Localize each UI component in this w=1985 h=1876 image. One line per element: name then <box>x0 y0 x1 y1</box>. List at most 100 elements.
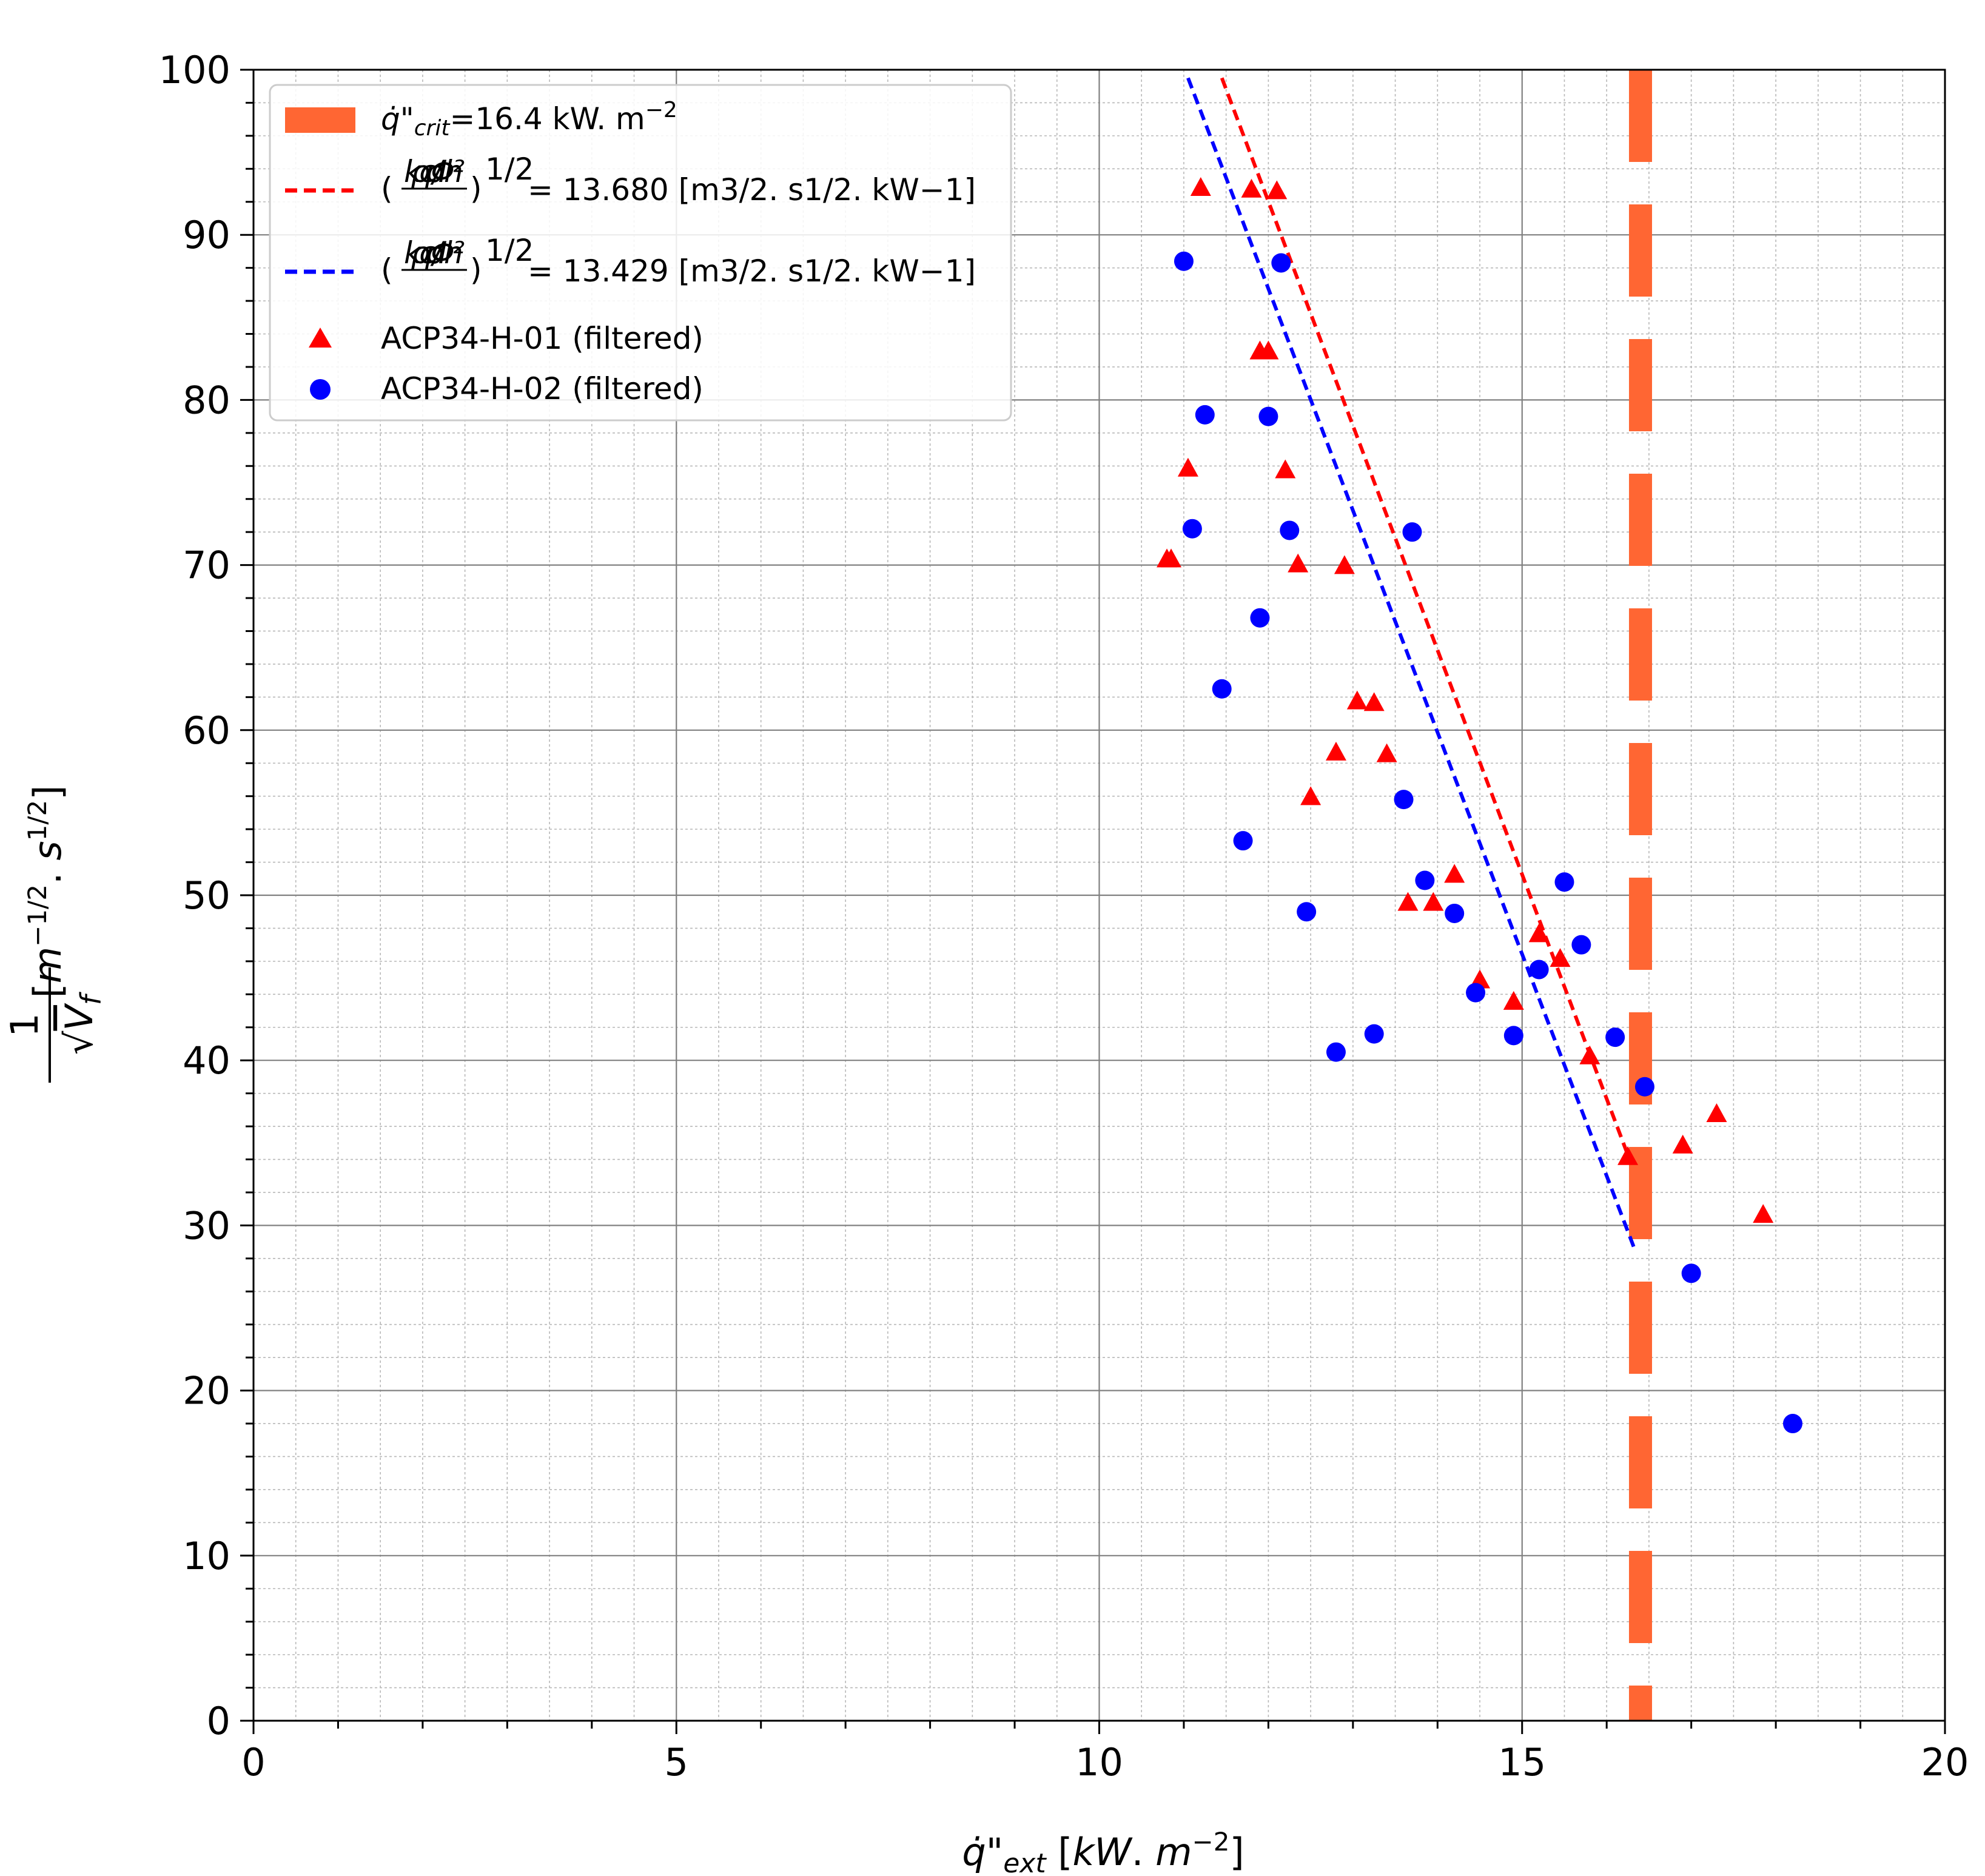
data-point-triangle <box>1503 990 1524 1010</box>
data-point-triangle <box>1672 1134 1693 1154</box>
svg-text:kρcp / Φh²: kρcp / Φh² <box>404 235 465 271</box>
data-point-circle <box>1250 608 1270 628</box>
y-tick-label: 80 <box>183 378 230 422</box>
data-point-circle <box>1271 253 1291 273</box>
fit-lines <box>1186 77 1636 1248</box>
x-tick-label: 20 <box>1921 1740 1969 1784</box>
data-point-circle <box>1503 1026 1523 1046</box>
data-point-triangle <box>1177 457 1198 477</box>
data-point-triangle <box>1334 555 1355 574</box>
data-point-triangle <box>1397 892 1419 911</box>
data-point-circle <box>1394 790 1414 810</box>
data-point-triangle <box>1161 548 1182 568</box>
x-tick-label: 15 <box>1498 1740 1546 1784</box>
data-point-circle <box>1402 522 1422 542</box>
data-point-triangle <box>1363 692 1385 711</box>
data-point-circle <box>1195 405 1215 425</box>
legend-item-acp34-h-01: ACP34-H-01 (filtered) <box>309 321 704 356</box>
data-point-circle <box>1280 520 1300 540</box>
fit-line <box>1220 77 1631 1160</box>
legend-item-fit-blue: ( kρcp / Φh² ) 1/2 = 13.429 [m3/2. s1/2.… <box>285 233 976 289</box>
data-point-triangle <box>1423 892 1444 911</box>
data-point-triangle <box>1288 553 1309 573</box>
svg-text:): ) <box>470 252 482 287</box>
data-point-triangle <box>1258 340 1279 360</box>
fit-line <box>1186 77 1636 1248</box>
data-point-circle <box>1182 519 1202 539</box>
data-point-circle <box>1681 1263 1701 1283</box>
svg-text:): ) <box>470 171 482 206</box>
y-tick-label: 60 <box>183 708 230 753</box>
data-point-circle <box>1258 406 1278 426</box>
x-tick-label: 5 <box>665 1740 688 1784</box>
svg-text:ACP34-H-02 (filtered): ACP34-H-02 (filtered) <box>381 371 704 406</box>
y-tick-label: 0 <box>207 1699 230 1743</box>
y-tick-label: 30 <box>183 1203 230 1248</box>
x-axis-label: q̇"ext [kW. m−2] <box>962 1827 1244 1876</box>
data-point-circle <box>1554 872 1574 892</box>
legend: q̇"crit=16.4 kW. m−2 ( kρcp / Φh² ) 1/2 … <box>269 84 1012 422</box>
y-axis-label-fraction: 1 √Vf <box>2 967 107 1083</box>
y-tick-label: 20 <box>183 1369 230 1413</box>
y-tick-label: 100 <box>159 48 230 92</box>
data-point-triangle <box>1325 741 1346 761</box>
legend-circle-marker <box>310 379 331 400</box>
svg-text:q̇"crit=16.4 kW. m−2: q̇"crit=16.4 kW. m−2 <box>381 98 677 141</box>
y-tick-label: 50 <box>183 873 230 918</box>
data-point-triangle <box>1617 1146 1639 1165</box>
svg-text:(: ( <box>381 252 393 287</box>
y-axis-label: [m−1/2. s1/2] <box>22 785 70 998</box>
data-point-circle <box>1605 1027 1625 1047</box>
y-tick-label: 90 <box>183 213 230 257</box>
legend-item-acp34-h-02: ACP34-H-02 (filtered) <box>310 371 704 406</box>
svg-text:ACP34-H-01 (filtered): ACP34-H-01 (filtered) <box>381 321 704 356</box>
data-point-triangle <box>1528 923 1550 943</box>
legend-triangle-marker <box>309 328 332 348</box>
data-point-triangle <box>1706 1103 1727 1123</box>
data-point-circle <box>1529 960 1549 980</box>
svg-text:1: 1 <box>2 1013 47 1037</box>
legend-item-crit: q̇"crit=16.4 kW. m−2 <box>285 98 677 141</box>
data-point-triangle <box>1241 178 1262 198</box>
data-point-circle <box>1571 935 1591 955</box>
x-tick-label: 10 <box>1075 1740 1123 1784</box>
data-point-circle <box>1466 983 1486 1003</box>
y-tick-label: 70 <box>183 543 230 588</box>
svg-text:= 13.429 [m3/2. s1/2. kW−1]: = 13.429 [m3/2. s1/2. kW−1] <box>528 254 976 289</box>
data-point-triangle <box>1190 177 1211 196</box>
data-point-circle <box>1634 1077 1654 1097</box>
data-point-circle <box>1233 831 1253 851</box>
y-tick-label: 10 <box>183 1534 230 1578</box>
data-point-circle <box>1364 1024 1384 1044</box>
legend-crit-swatch <box>285 107 355 133</box>
svg-text:√Vf: √Vf <box>57 992 107 1055</box>
data-point-triangle <box>1579 1045 1600 1064</box>
svg-text:1/2: 1/2 <box>485 152 534 187</box>
data-point-triangle <box>1266 180 1288 200</box>
data-point-circle <box>1174 251 1194 271</box>
svg-text:= 13.680 [m3/2. s1/2. kW−1]: = 13.680 [m3/2. s1/2. kW−1] <box>528 172 976 207</box>
data-point-triangle <box>1444 864 1465 883</box>
data-point-circle <box>1415 870 1435 890</box>
data-point-triangle <box>1300 786 1322 805</box>
data-point-circle <box>1326 1042 1346 1062</box>
svg-text:1/2: 1/2 <box>485 233 534 268</box>
data-points <box>1157 177 1802 1434</box>
data-point-triangle <box>1753 1204 1774 1223</box>
y-tick-label: 40 <box>183 1038 230 1083</box>
x-tick-label: 0 <box>241 1740 265 1784</box>
data-point-circle <box>1445 903 1465 923</box>
svg-text:(: ( <box>381 171 393 206</box>
data-point-triangle <box>1550 948 1571 967</box>
svg-text:[m−1/2. s1/2]: [m−1/2. s1/2] <box>22 785 70 998</box>
data-point-triangle <box>1376 743 1397 762</box>
legend-box <box>269 84 1012 422</box>
data-point-circle <box>1782 1414 1802 1434</box>
data-point-triangle <box>1275 459 1296 479</box>
data-point-triangle <box>1346 690 1368 710</box>
svg-text:kρcp / Φh²: kρcp / Φh² <box>404 154 465 189</box>
data-point-circle <box>1297 902 1317 922</box>
axis-ticks: 0 5 10 15 20 0 10 20 30 40 50 60 70 80 90 100 <box>159 48 1969 1784</box>
legend-item-fit-red: ( kρcp / Φh² ) 1/2 = 13.680 [m3/2. s1/2.… <box>285 152 976 207</box>
